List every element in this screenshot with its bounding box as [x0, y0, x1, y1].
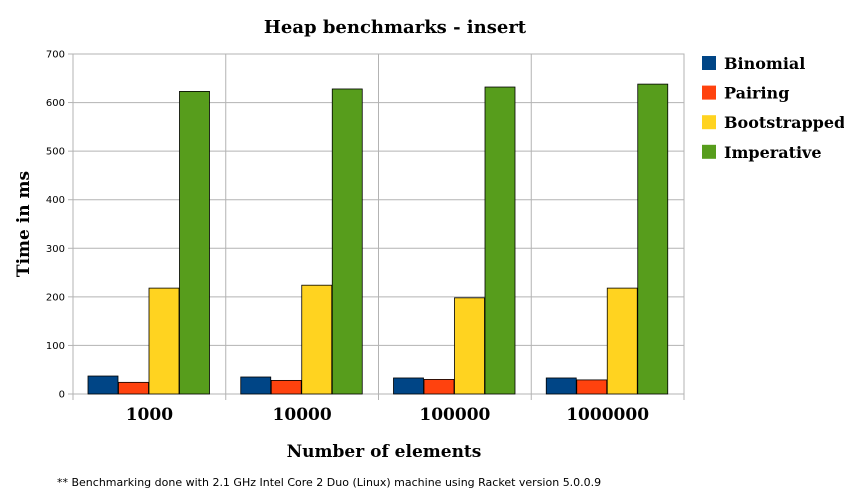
bar-bootstrapped-1000 — [148, 287, 180, 395]
y-tick-label: 700 — [46, 50, 65, 61]
y-tick-label: 400 — [46, 195, 65, 206]
x-axis-ticks: 1000 10000 100000 1000000 — [126, 405, 649, 425]
y-tick-label: 300 — [46, 244, 65, 255]
x-tick-label: 100000 — [419, 405, 490, 425]
chart-title: Heap benchmarks - insert — [264, 17, 527, 38]
footnote: ** Benchmarking done with 2.1 GHz Intel … — [57, 476, 602, 489]
y-axis-title: Time in ms — [14, 171, 34, 277]
x-axis-title: Number of elements — [287, 442, 482, 462]
bar-bootstrapped-100000 — [454, 297, 485, 395]
bar-pairing-1000 — [118, 381, 149, 395]
bar-imperative-100000 — [484, 86, 516, 395]
bar-binomial-100000 — [393, 377, 424, 395]
bar-imperative-10000 — [331, 88, 363, 395]
bar-pairing-100000 — [423, 379, 455, 395]
x-tick-label: 1000 — [126, 405, 173, 425]
legend-swatch-binomial — [702, 56, 716, 70]
legend-swatch-pairing — [702, 85, 716, 100]
x-tick-label: 1000000 — [566, 405, 649, 425]
bar-pairing-1000000 — [576, 379, 608, 395]
y-tick-label: 600 — [46, 98, 65, 109]
bar-binomial-10000 — [240, 376, 272, 395]
y-axis-ticks: 0 100 200 300 400 500 600 700 — [46, 50, 65, 401]
legend-label-binomial: Binomial — [724, 54, 805, 73]
bar-bootstrapped-1000000 — [606, 287, 638, 395]
y-tick-label: 200 — [46, 292, 65, 303]
legend-swatch-imperative — [702, 144, 716, 159]
legend-label-pairing: Pairing — [724, 84, 789, 103]
bar-binomial-1000 — [87, 375, 119, 395]
y-tick-label: 0 — [59, 390, 65, 401]
bar-pairing-10000 — [270, 379, 302, 395]
legend-label-bootstrapped: Bootstrapped — [724, 113, 844, 132]
x-tick-label: 10000 — [273, 405, 332, 425]
chart-bars — [87, 83, 669, 395]
bar-imperative-1000 — [179, 91, 210, 395]
plot-frame — [72, 53, 685, 395]
bar-bootstrapped-10000 — [301, 284, 333, 395]
y-tick-label: 100 — [46, 341, 65, 352]
legend-swatch-bootstrapped — [702, 115, 716, 130]
bar-imperative-1000000 — [637, 83, 669, 395]
bar-binomial-1000000 — [545, 377, 577, 395]
y-tick-label: 500 — [46, 147, 65, 158]
legend-label-imperative: Imperative — [724, 143, 822, 162]
legend: Binomial Pairing Bootstrapped Imperative — [702, 54, 844, 162]
